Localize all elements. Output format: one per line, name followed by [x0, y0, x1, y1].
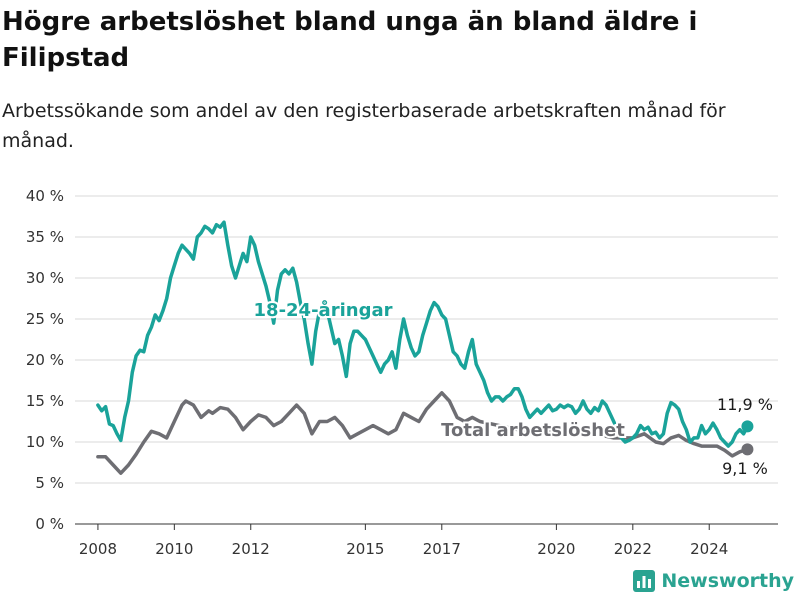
y-tick-label: 35 %: [26, 228, 64, 246]
brand-name: Newsworthy: [661, 570, 794, 592]
end-point-youth: [741, 420, 754, 433]
y-tick-label: 30 %: [26, 269, 64, 287]
series-label-total: Total arbetslöshet: [441, 420, 625, 441]
bar-chart-logo-icon: [633, 570, 656, 592]
x-tick-label: 2015: [346, 540, 384, 558]
series-labels: 18-24-åringar Total arbetslöshet 11,9 % …: [252, 297, 773, 478]
x-tick-label: 2017: [423, 540, 461, 558]
chart-title: Högre arbetslöshet bland unga än bland ä…: [2, 7, 698, 73]
series-line-youth: [96, 220, 750, 448]
y-tick-label: 40 %: [26, 187, 64, 205]
end-point-total: [741, 443, 754, 456]
x-tick-label: 2022: [614, 540, 652, 558]
y-tick-label: 5 %: [35, 474, 64, 492]
series-line-total: [96, 391, 750, 475]
chart-subtitle: Arbetssökande som andel av den registerb…: [2, 100, 726, 152]
y-tick-label: 25 %: [26, 310, 64, 328]
x-tick-label: 2020: [537, 540, 575, 558]
series-label-youth: 18-24-åringar: [254, 299, 393, 321]
end-label-total: 9,1 %: [722, 459, 768, 478]
y-tick-label: 0 %: [35, 515, 64, 533]
x-tick-label: 2012: [232, 540, 270, 558]
gridlines: [75, 195, 778, 525]
end-label-youth: 11,9 %: [717, 395, 773, 414]
x-tick-label: 2024: [690, 540, 728, 558]
brand-logo: Newsworthy: [633, 570, 794, 592]
x-tick-label: 2008: [79, 540, 117, 558]
y-tick-label: 15 %: [26, 392, 64, 410]
series-lines: [96, 220, 754, 475]
y-tick-label: 10 %: [26, 433, 64, 451]
axes: 0 % 5 % 10 % 15 % 20 % 25 % 30 % 35 % 40 % 2008 20…: [26, 187, 728, 558]
x-tick-label: 2010: [155, 540, 193, 558]
y-tick-label: 20 %: [26, 351, 64, 369]
